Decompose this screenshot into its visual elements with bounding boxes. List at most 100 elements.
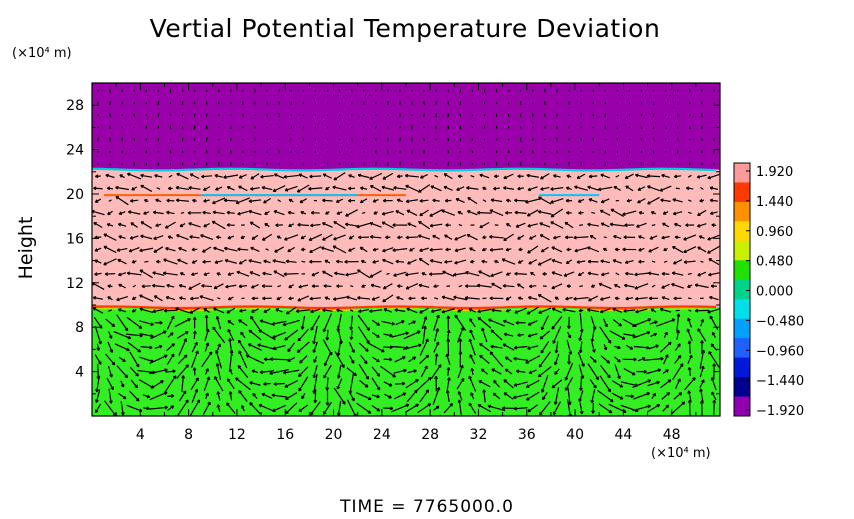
vector-arrow (357, 269, 371, 279)
vector-arrow (127, 210, 141, 215)
vector-arrow (285, 306, 297, 315)
vector-arrow (505, 198, 512, 203)
vector-arrow (590, 315, 597, 330)
x-tick-label: 48 (663, 427, 681, 443)
vector-arrow (191, 247, 198, 252)
vector-arrow (419, 389, 430, 403)
vector-arrow (371, 366, 381, 377)
vector-arrow (181, 375, 186, 393)
vector-arrow (382, 294, 394, 303)
vector-arrow (574, 247, 588, 253)
vector-arrow (309, 259, 322, 264)
vector-arrow (216, 343, 222, 351)
vector-arrow (600, 259, 610, 264)
vector-arrow (625, 394, 634, 399)
vector-arrow (93, 186, 103, 191)
vector-arrow (237, 339, 248, 355)
vector-arrow (348, 235, 355, 240)
vector-arrow (227, 235, 235, 240)
vector-arrow (188, 222, 201, 228)
colorbar-swatch (734, 318, 750, 339)
vector-arrow (261, 233, 273, 241)
y-tick-label: 12 (66, 276, 84, 292)
vector-arrow (212, 210, 225, 215)
vector-arrow (626, 198, 632, 203)
vector-arrow (711, 331, 716, 338)
vector-arrow (213, 283, 224, 290)
vector-arrow (411, 150, 413, 154)
vector-arrow (357, 295, 371, 300)
vector-arrow (322, 173, 332, 179)
vector-arrow (392, 223, 408, 227)
vector-arrow (453, 272, 468, 277)
x-tick-label: 20 (325, 427, 343, 443)
vector-arrow (127, 342, 141, 353)
vector-arrow (145, 88, 148, 93)
vector-arrow (249, 221, 261, 229)
vector-arrow (504, 368, 513, 375)
vector-arrow (656, 318, 676, 327)
vector-arrow (527, 223, 538, 228)
vector-arrow (700, 318, 705, 327)
vector-arrow (187, 210, 202, 215)
vector-arrow (116, 296, 128, 302)
vector-arrow (601, 272, 610, 277)
vector-arrow (164, 375, 177, 393)
vector-arrow (430, 364, 442, 379)
vector-arrow (312, 341, 318, 353)
vector-arrow (334, 351, 345, 368)
vector-arrow (298, 284, 309, 289)
vector-arrow (92, 307, 104, 314)
vector-arrow (416, 376, 432, 391)
vector-arrow (251, 369, 259, 374)
vector-arrow (527, 186, 538, 192)
vector-arrow (711, 223, 717, 228)
vector-arrow (174, 318, 191, 328)
vector-arrow (338, 88, 341, 93)
vector-arrow (226, 307, 236, 314)
vector-arrow (457, 174, 463, 179)
vector-arrow (296, 341, 310, 353)
vector-arrow (105, 173, 115, 179)
vector-arrow (540, 186, 550, 191)
vector-arrow (320, 246, 334, 253)
vector-arrow (163, 308, 177, 313)
field-band-2 (92, 83, 720, 170)
colorbar-swatch (734, 221, 750, 242)
vector-arrow (369, 172, 383, 180)
time-footer: TIME = 7765000.0 (340, 497, 514, 517)
vector-arrow (643, 356, 664, 361)
vector-arrow (108, 331, 113, 339)
vector-arrow (308, 233, 322, 241)
vector-arrow (589, 235, 597, 240)
vector-arrow (149, 405, 168, 410)
vector-arrow (129, 366, 139, 377)
vector-arrow (325, 329, 330, 341)
vector-arrow (133, 162, 136, 166)
vector-arrow (395, 320, 405, 326)
vector-arrow (482, 186, 487, 191)
vector-arrow (501, 406, 516, 411)
vector-arrow (489, 296, 504, 301)
vector-arrow (103, 233, 117, 241)
vector-arrow (467, 197, 478, 205)
vector-arrow (372, 356, 380, 363)
vector-arrow (116, 314, 129, 332)
vector-arrow (708, 258, 720, 266)
vector-arrow (634, 283, 649, 290)
vector-arrow (503, 332, 514, 337)
vector-arrow (566, 284, 572, 289)
interface-line-0 (92, 305, 717, 310)
vector-arrow (265, 248, 269, 251)
vector-arrow (261, 185, 273, 191)
vector-arrow (371, 319, 380, 326)
vector-arrow (106, 186, 114, 191)
vector-arrow (687, 354, 693, 364)
vector-arrow (349, 355, 355, 364)
vector-arrow (263, 382, 271, 386)
vector-arrow (285, 392, 298, 400)
vector-arrow (418, 283, 430, 288)
vector-arrow (94, 247, 102, 252)
colorbar-swatch (734, 338, 750, 359)
